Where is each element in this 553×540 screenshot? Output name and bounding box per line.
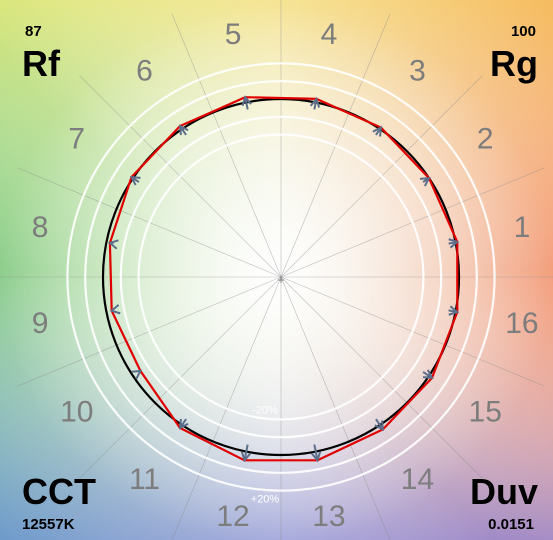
arrow-head: [178, 418, 189, 430]
hue-bin-label: 14: [401, 463, 434, 496]
hue-bin-label: 7: [68, 122, 85, 155]
arrow-shaft: [243, 444, 249, 461]
hue-bin-label: 10: [60, 395, 93, 428]
vector-arrow: [448, 238, 460, 249]
ring-label-minus20: -20%: [252, 404, 278, 416]
ring-label-plus20: +20%: [251, 494, 280, 506]
hue-bin-label: 4: [321, 18, 338, 51]
arrow-head: [129, 175, 141, 186]
rg-label: Rg: [490, 43, 538, 84]
arrow-head: [109, 304, 121, 315]
ring: [119, 115, 443, 439]
hue-bin-label: 13: [312, 500, 345, 533]
ring: [84, 80, 478, 474]
ring-labels: -20% +20%: [251, 404, 280, 505]
ring: [66, 62, 496, 492]
vector-arrow: [178, 418, 189, 430]
vector-arrow: [374, 418, 385, 432]
arrow-head: [241, 95, 252, 107]
arrow-head: [107, 239, 119, 250]
hue-bin-label: 5: [225, 18, 242, 51]
arrow-head: [131, 369, 143, 380]
rf-value: 87: [25, 23, 42, 40]
hue-bin-label: 11: [129, 463, 160, 496]
arrow-head: [374, 420, 385, 432]
arrow-head: [419, 176, 431, 187]
vector-arrow: [129, 175, 141, 186]
vector-arrow: [372, 125, 383, 137]
rings: [66, 62, 496, 492]
vector-arrow: [309, 96, 321, 110]
arrow-head: [422, 369, 434, 380]
vector-arrow: [178, 124, 189, 136]
hue-bin-label: 8: [32, 211, 49, 244]
cct-value: 12557K: [22, 516, 75, 533]
arrow-head: [309, 96, 321, 108]
arrow-head: [240, 451, 252, 463]
vector-arrow: [419, 176, 431, 187]
rf-label: Rf: [22, 43, 61, 84]
hue-bin-label: 1: [514, 211, 531, 244]
vector-arrow: [448, 305, 460, 316]
hue-bin-label: 16: [505, 307, 538, 340]
hue-bin-label: 9: [32, 307, 49, 340]
arrow-head: [310, 451, 322, 463]
vector-arrow: [109, 304, 121, 315]
rg-value: 100: [511, 23, 536, 40]
vector-arrow: [310, 444, 322, 463]
cct-label: CCT: [22, 471, 96, 512]
arrow-head: [448, 238, 460, 249]
arrow-shaft: [313, 444, 319, 461]
hue-bin-label: 6: [136, 55, 153, 88]
vector-arrow: [240, 444, 252, 463]
hue-bin-label: 3: [409, 55, 426, 88]
arrow-head: [178, 124, 189, 136]
vector-arrow: [131, 369, 143, 380]
center-cross: +: [277, 273, 284, 287]
duv-value: 0.0151: [488, 516, 534, 533]
vector-arrow: [422, 369, 434, 380]
ring: [137, 133, 425, 421]
hue-bin-label: 2: [477, 122, 494, 155]
arrow-head: [372, 125, 383, 137]
hue-bin-label: 15: [469, 395, 502, 428]
arrow-head: [448, 305, 460, 316]
vector-arrow: [107, 239, 119, 250]
hue-bin-label: 12: [216, 500, 249, 533]
vector-arrow: [241, 95, 252, 110]
arrows-group: [107, 95, 460, 463]
duv-label: Duv: [470, 471, 538, 512]
